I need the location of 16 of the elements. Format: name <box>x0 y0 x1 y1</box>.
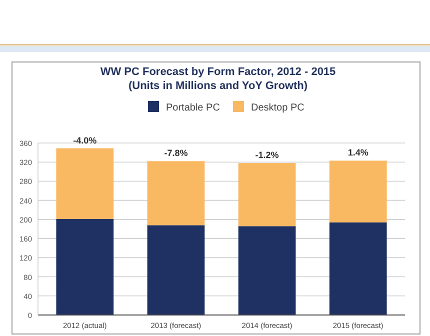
bar <box>147 161 205 226</box>
chart-title: WW PC Forecast by Form Factor, 2012 - 2015 <box>100 66 336 78</box>
annotation: -4.0% <box>73 135 97 146</box>
bar <box>56 218 114 315</box>
bar <box>56 148 114 219</box>
annotation: -7.8% <box>164 148 188 158</box>
annotation: -1.2% <box>255 150 279 160</box>
legend-label: Portable PC <box>166 102 220 114</box>
bar <box>329 160 387 222</box>
annotation: 1.4% <box>348 148 368 158</box>
legend-label: Desktop PC <box>251 102 304 114</box>
bar <box>238 163 296 226</box>
bar <box>147 225 205 315</box>
bar <box>329 222 387 315</box>
chart-subtitle: (Units in Millions and YoY Growth) <box>128 80 308 92</box>
bar <box>238 226 296 315</box>
